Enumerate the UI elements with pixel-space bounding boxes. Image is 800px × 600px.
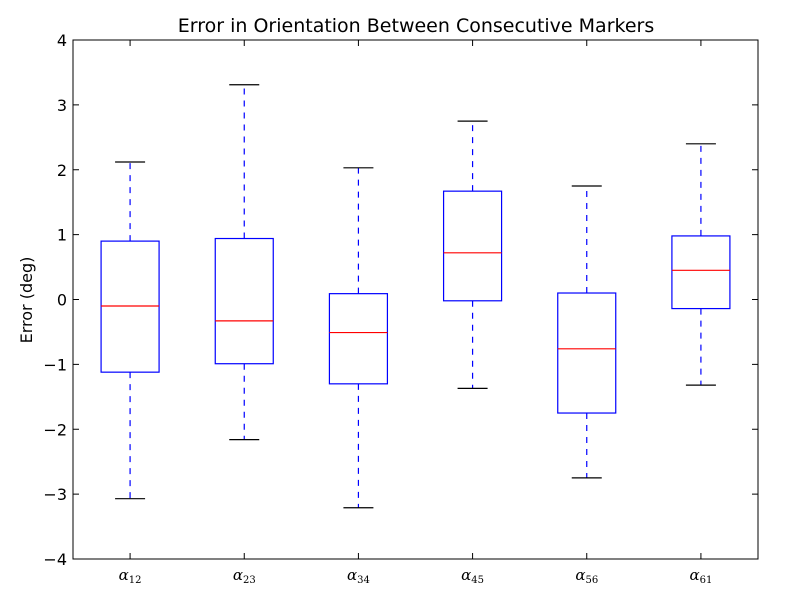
iqr-box [442,190,503,302]
y-tick-label: 3 [57,96,67,115]
x-tick-label: α45 [461,566,484,586]
y-tick-label: −1 [43,355,67,374]
x-tick-label: α12 [119,566,142,586]
y-tick-label: 2 [57,161,67,180]
plot-area: −4 −3 −2 −1 0 1 2 3 4 α12 α23 α34 α45 α56 α61 [43,31,758,586]
iqr-box [671,235,731,310]
x-tick-label: α34 [347,566,370,586]
y-tick-label: −4 [43,550,67,569]
x-tick-label: α56 [575,566,598,586]
chart-title: Error in Orientation Between Consecutive… [178,15,654,37]
x-tick-label: α61 [689,566,712,586]
y-tick-label: −3 [43,485,67,504]
iqr-box [328,293,389,385]
iqr-box [100,240,160,373]
y-tick-label: 4 [57,31,67,50]
y-tick-label: −2 [43,420,67,439]
axes-frame [72,39,759,560]
iqr-box [557,292,617,414]
x-tick-label: α23 [233,566,256,586]
y-tick-label: 1 [57,226,67,245]
y-tick-label: 0 [57,291,67,310]
y-axis-label: Error (deg) [17,257,36,344]
iqr-box [214,237,274,365]
